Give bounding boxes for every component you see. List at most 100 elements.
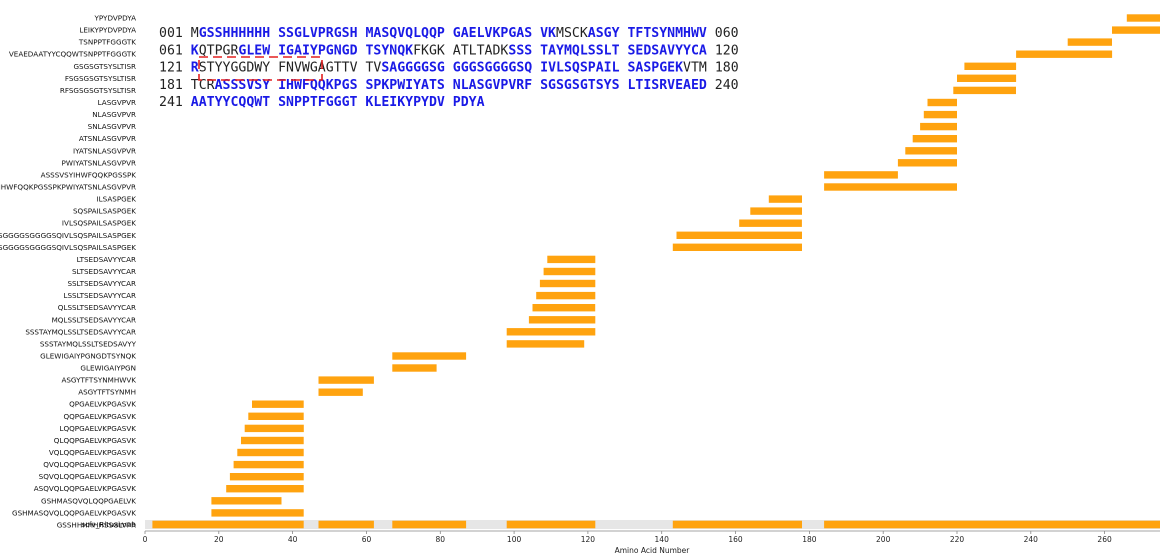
x-tick-label: 120 <box>581 535 596 544</box>
peptide-label: RFSGSGSGTSYSLTISR <box>60 86 136 95</box>
sequence-line: 241 AATYYCQQWT SNPPTFGGGT KLEIKYPYDV PDY… <box>159 95 485 110</box>
peptide-bar <box>672 243 802 251</box>
peptide-label: GSSHHHHHHSSGLVPR <box>57 520 136 529</box>
peptide-label: ATSNLASGVPVR <box>79 134 136 143</box>
sequence-start-number: 241 <box>159 95 191 110</box>
peptide-label: LASGVPVR <box>98 98 136 107</box>
coverage-segment <box>824 520 1160 529</box>
x-tick-label: 80 <box>436 535 446 544</box>
peptide-label: LQQPGAELVKPGASVK <box>59 424 136 433</box>
sequence-line: 001 MGSSHHHHHH SSGLVPRGSH MASQVQLQQP GAE… <box>159 26 739 41</box>
peptide-label: SSSTAYMQLSSLTSEDSAVYY <box>40 339 137 348</box>
x-axis-title: Amino Acid Number <box>615 546 691 555</box>
x-axis: 0 20 40 60 80 100 120 140 160 180 200 220 240 260 Ami… <box>143 530 1160 555</box>
x-tick-label: 0 <box>143 535 148 544</box>
coverage-label: scfv_Rituximab <box>81 520 136 529</box>
peptide-label: SQSPAILSASPGEK <box>73 207 136 216</box>
peptide-label: GSGGGGSGGGGSQIVLSQSPAILSASPGEK <box>0 231 136 240</box>
peptide-bar <box>964 62 1017 70</box>
peptide-label: SSLTSEDSAVYYCAR <box>67 279 136 288</box>
peptide-label: GSHMASQVQLQQPGAELVK <box>41 496 136 505</box>
peptide-label: ILSASPGEK <box>97 195 137 204</box>
peptide-bar <box>506 340 585 348</box>
peptide-bar <box>252 400 304 408</box>
covered-residues: ASGY TFTSYNMHWV <box>588 26 707 41</box>
peptide-bar <box>536 291 596 300</box>
x-tick-label: 40 <box>288 535 298 544</box>
peptide-bar <box>318 388 363 396</box>
peptide-bar <box>237 448 304 457</box>
sequence-end-number: 060 <box>707 26 739 41</box>
covered-residues: SSS TAYMQLSSLT SEDSAVYYCA <box>508 43 707 58</box>
uncovered-residues: QTPGR <box>199 43 239 58</box>
peptide-bar <box>750 207 802 215</box>
x-tick-label: 160 <box>728 535 743 544</box>
peptide-label: YPYDVPDYA <box>93 14 136 23</box>
peptide-label: SSSTAYMQLSSLTSEDSAVYYCAR <box>25 327 136 336</box>
peptide-label: QQPGAELVKPGASVK <box>63 412 136 421</box>
covered-residues: ASSSVSY IHWFQQKPGS SPKPWIYATS NLASGVPVRF… <box>215 78 707 93</box>
peptide-bar <box>905 147 957 155</box>
peptide-bar <box>229 473 304 481</box>
peptide-label: MQLSSLTSEDSAVYYCAR <box>52 315 136 324</box>
peptide-bar <box>318 376 374 384</box>
peptide-bar <box>912 135 957 143</box>
peptide-bar <box>1067 38 1112 46</box>
peptide-bar <box>233 460 304 469</box>
peptide-label: LEIKYPYDVPDYA <box>79 26 136 35</box>
covered-residues: K <box>191 43 199 58</box>
peptide-label: VQLQQPGAELVKPGASVK <box>49 448 136 457</box>
x-tick-label: 140 <box>655 535 670 544</box>
sequence-line: 121 RSTYYGGDWY FNVWGAGTTV TVSAGGGGSG GGG… <box>159 61 739 76</box>
peptide-bar <box>920 122 957 131</box>
coverage-segment <box>318 520 374 529</box>
peptide-bar <box>543 267 596 276</box>
sequence-start-number: 121 <box>159 61 191 76</box>
peptide-bar <box>923 110 957 119</box>
peptide-label: ASGYTFTSYNMHWVK <box>61 376 136 385</box>
peptide-bar <box>244 424 304 433</box>
sequence-end-number: 120 <box>707 43 739 58</box>
coverage-segment <box>152 520 304 529</box>
peptide-bar <box>1016 50 1113 58</box>
coverage-track: scfv_Rituximab <box>81 520 1160 529</box>
peptide-label: ASGYTFTSYNMH <box>78 388 136 397</box>
peptide-label: GLEWIGAIYPGNGDTSYNQK <box>40 352 136 361</box>
peptide-bar <box>392 364 437 372</box>
peptide-bar <box>1112 26 1160 34</box>
covered-residues: GLEW IGAIYPGNGD TSYNQK <box>238 43 413 58</box>
peptide-bar <box>824 183 957 191</box>
peptide-label: QLQQPGAELVKPGASVK <box>54 436 136 445</box>
sequence-panel: 001 MGSSHHHHHH SSGLVPRGSH MASQVQLQQP GAE… <box>159 26 739 110</box>
covered-residues: R <box>191 61 199 76</box>
peptide-label: QVQLQQPGAELVKPGASVK <box>43 460 136 469</box>
peptide-bar <box>248 412 304 420</box>
peptide-label: ASQVQLQQPGAELVKPGASVK <box>34 484 137 493</box>
peptide-bar <box>957 74 1017 82</box>
peptide-bar <box>739 219 802 227</box>
peptide-label: GSGSGTSYSLTISR <box>73 62 136 71</box>
peptide-label: SLTSEDSAVYYCAR <box>72 267 136 276</box>
covered-residues: SAGGGGSG GGGSGGGGSQ IVLSQSPAIL SASPGEK <box>381 61 683 76</box>
peptide-label: SNLASGVPVR <box>88 122 136 131</box>
peptide-label: VEAEDAATYYCQQWTSNPPTFGGGTK <box>9 50 136 59</box>
peptide-bars <box>152 14 1160 529</box>
covered-residues: AATYYCQQWT SNPPTFGGGT KLEIKYPYDV PDYA <box>191 95 485 110</box>
peptide-label: FSGSGSGTSYSLTISR <box>65 74 136 83</box>
sequence-line: 181 TCRASSSVSY IHWFQQKPGS SPKPWIYATS NLA… <box>159 78 739 93</box>
peptide-label: QLSSLTSEDSAVYYCAR <box>58 303 136 312</box>
sequence-start-number: 001 <box>159 26 191 41</box>
peptide-label: NLASGVPVR <box>92 110 136 119</box>
peptide-bar <box>953 86 1016 95</box>
peptide-bar <box>1126 14 1160 22</box>
coverage-segment <box>672 520 802 529</box>
uncovered-residues: FKGK ATLTADK <box>413 43 508 58</box>
coverage-segment <box>506 520 596 529</box>
uncovered-residues: TCR <box>191 78 215 93</box>
peptide-bar <box>897 159 957 167</box>
peptide-label: PWIYATSNLASGVPVR <box>62 158 136 167</box>
peptide-bar <box>392 352 467 360</box>
peptide-bar <box>768 195 802 203</box>
